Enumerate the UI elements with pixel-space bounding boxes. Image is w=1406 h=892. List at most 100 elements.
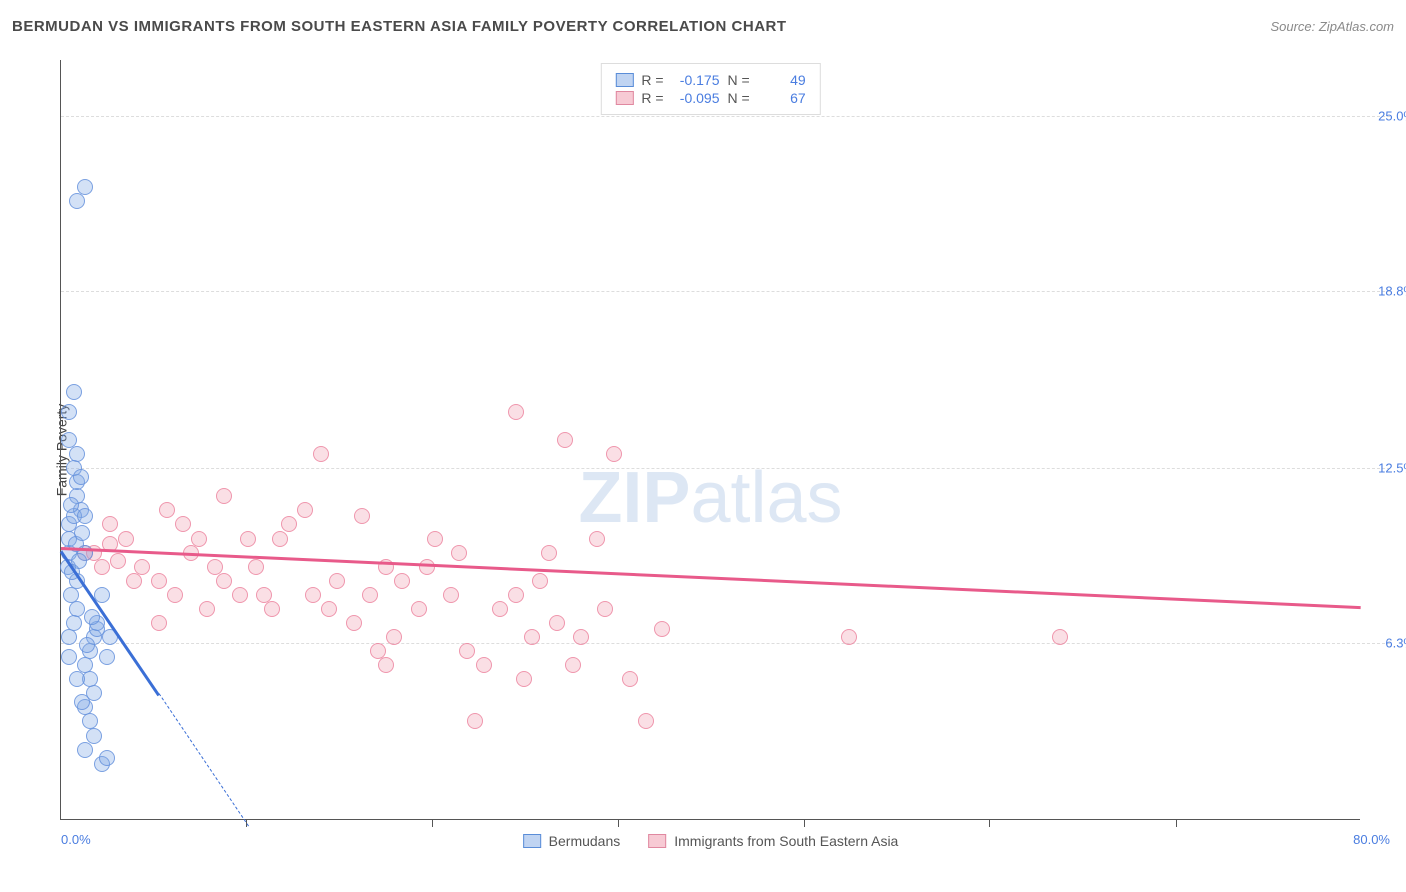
n-label: N = bbox=[728, 72, 750, 88]
r-value-blue: -0.175 bbox=[672, 72, 720, 88]
scatter-point bbox=[427, 531, 443, 547]
scatter-point bbox=[159, 502, 175, 518]
scatter-point bbox=[207, 559, 223, 575]
scatter-point bbox=[175, 516, 191, 532]
scatter-point bbox=[524, 629, 540, 645]
scatter-point bbox=[541, 545, 557, 561]
gridline bbox=[61, 468, 1390, 469]
x-axis-max-label: 80.0% bbox=[1353, 832, 1390, 847]
scatter-point bbox=[589, 531, 605, 547]
scatter-point bbox=[216, 488, 232, 504]
x-tick bbox=[804, 819, 805, 827]
legend-swatch-blue bbox=[523, 834, 541, 848]
scatter-point bbox=[321, 601, 337, 617]
watermark: ZIPatlas bbox=[578, 457, 842, 539]
scatter-point bbox=[362, 587, 378, 603]
legend-item-blue: Bermudans bbox=[523, 833, 621, 849]
legend-row-blue: R = -0.175 N = 49 bbox=[615, 72, 805, 88]
legend-swatch-blue bbox=[615, 73, 633, 87]
scatter-point bbox=[573, 629, 589, 645]
x-tick bbox=[1176, 819, 1177, 827]
legend-item-pink: Immigrants from South Eastern Asia bbox=[648, 833, 898, 849]
scatter-point bbox=[99, 750, 115, 766]
scatter-point bbox=[248, 559, 264, 575]
scatter-point bbox=[151, 615, 167, 631]
scatter-point bbox=[61, 649, 77, 665]
scatter-point bbox=[240, 531, 256, 547]
scatter-point bbox=[61, 404, 77, 420]
trend-line bbox=[61, 547, 1361, 609]
scatter-point bbox=[329, 573, 345, 589]
scatter-point bbox=[77, 742, 93, 758]
scatter-point bbox=[74, 694, 90, 710]
scatter-point bbox=[411, 601, 427, 617]
scatter-point bbox=[467, 713, 483, 729]
scatter-point bbox=[354, 508, 370, 524]
gridline bbox=[61, 643, 1390, 644]
y-tick-label: 12.5% bbox=[1378, 461, 1406, 476]
y-tick-label: 6.3% bbox=[1385, 635, 1406, 650]
scatter-point bbox=[557, 432, 573, 448]
scatter-point bbox=[118, 531, 134, 547]
scatter-point bbox=[841, 629, 857, 645]
trend-line-dashed bbox=[158, 694, 248, 827]
scatter-point bbox=[451, 545, 467, 561]
scatter-point bbox=[63, 497, 79, 513]
scatter-point bbox=[313, 446, 329, 462]
r-label: R = bbox=[641, 72, 663, 88]
scatter-point bbox=[606, 446, 622, 462]
scatter-point bbox=[532, 573, 548, 589]
scatter-point bbox=[459, 643, 475, 659]
scatter-point bbox=[232, 587, 248, 603]
chart-title: BERMUDAN VS IMMIGRANTS FROM SOUTH EASTER… bbox=[12, 18, 787, 35]
scatter-point bbox=[305, 587, 321, 603]
scatter-point bbox=[99, 649, 115, 665]
n-label: N = bbox=[728, 90, 750, 106]
scatter-point bbox=[84, 609, 100, 625]
scatter-point bbox=[151, 573, 167, 589]
n-value-pink: 67 bbox=[758, 90, 806, 106]
scatter-point bbox=[94, 559, 110, 575]
y-tick-label: 18.8% bbox=[1378, 283, 1406, 298]
x-tick bbox=[989, 819, 990, 827]
scatter-point bbox=[394, 573, 410, 589]
x-axis-min-label: 0.0% bbox=[61, 832, 91, 847]
legend-label-pink: Immigrants from South Eastern Asia bbox=[674, 833, 898, 849]
x-tick bbox=[432, 819, 433, 827]
scatter-point bbox=[216, 573, 232, 589]
scatter-point bbox=[297, 502, 313, 518]
legend-swatch-pink bbox=[615, 91, 633, 105]
scatter-point bbox=[199, 601, 215, 617]
r-value-pink: -0.095 bbox=[672, 90, 720, 106]
scatter-point bbox=[126, 573, 142, 589]
correlation-legend: R = -0.175 N = 49 R = -0.095 N = 67 bbox=[600, 63, 820, 115]
scatter-point bbox=[264, 601, 280, 617]
scatter-point bbox=[622, 671, 638, 687]
scatter-point bbox=[69, 193, 85, 209]
scatter-point bbox=[516, 671, 532, 687]
scatter-point bbox=[66, 384, 82, 400]
r-label: R = bbox=[641, 90, 663, 106]
gridline bbox=[61, 116, 1390, 117]
x-tick bbox=[618, 819, 619, 827]
scatter-point bbox=[110, 553, 126, 569]
scatter-point bbox=[549, 615, 565, 631]
scatter-point bbox=[476, 657, 492, 673]
scatter-point bbox=[256, 587, 272, 603]
scatter-point bbox=[565, 657, 581, 673]
source-attribution: Source: ZipAtlas.com bbox=[1270, 19, 1394, 34]
scatter-point bbox=[654, 621, 670, 637]
scatter-point bbox=[508, 404, 524, 420]
legend-swatch-pink bbox=[648, 834, 666, 848]
legend-label-blue: Bermudans bbox=[549, 833, 621, 849]
scatter-point bbox=[69, 671, 85, 687]
scatter-point bbox=[79, 637, 95, 653]
scatter-point bbox=[61, 629, 77, 645]
scatter-point bbox=[167, 587, 183, 603]
scatter-point bbox=[77, 179, 93, 195]
scatter-point bbox=[443, 587, 459, 603]
y-tick-label: 25.0% bbox=[1378, 109, 1406, 124]
scatter-point bbox=[508, 587, 524, 603]
legend-row-pink: R = -0.095 N = 67 bbox=[615, 90, 805, 106]
gridline bbox=[61, 291, 1390, 292]
